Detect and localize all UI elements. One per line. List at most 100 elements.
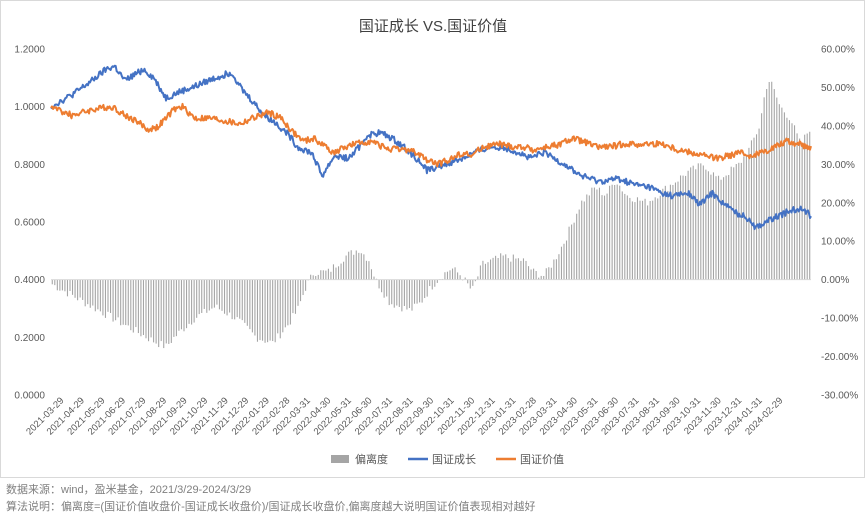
series-line-value	[50, 102, 812, 168]
deviation-bar	[710, 174, 712, 280]
deviation-bar	[469, 279, 471, 289]
deviation-bar	[211, 279, 213, 309]
deviation-bar	[677, 181, 679, 280]
deviation-bar	[170, 279, 172, 343]
right-tick-label: 0.00%	[821, 275, 849, 286]
deviation-bar	[332, 264, 335, 280]
deviation-bar	[502, 255, 504, 280]
right-tick-label: -30.00%	[821, 391, 858, 402]
deviation-bar	[360, 253, 362, 280]
deviation-bar	[355, 250, 357, 280]
deviation-bar	[337, 266, 340, 280]
deviation-bar	[135, 279, 137, 328]
right-tick-label: 40.00%	[821, 121, 855, 132]
legend-label: 国证成长	[432, 453, 476, 466]
deviation-bar	[378, 279, 380, 289]
deviation-bar	[768, 82, 770, 280]
deviation-bar	[467, 279, 469, 284]
deviation-bar	[180, 279, 183, 330]
deviation-bar	[61, 279, 63, 291]
right-tick-label: 50.00%	[821, 83, 855, 94]
deviation-bar	[163, 279, 165, 349]
deviation-bar	[178, 279, 180, 331]
deviation-bar	[444, 272, 446, 280]
legend-label: 国证价值	[520, 453, 564, 466]
deviation-bar	[763, 97, 765, 280]
deviation-bar	[239, 279, 241, 319]
deviation-bar	[647, 205, 649, 280]
deviation-bar	[606, 193, 608, 280]
deviation-bar	[573, 222, 575, 280]
deviation-bar	[750, 140, 753, 280]
deviation-bar	[520, 260, 522, 280]
deviation-bar	[64, 279, 66, 292]
source-note: 数据来源：wind，盈米基金，2021/3/29-2024/3/29	[6, 484, 252, 496]
deviation-bar	[482, 260, 484, 280]
deviation-bar	[411, 279, 413, 311]
deviation-bar	[776, 97, 778, 280]
deviation-bar	[489, 259, 492, 280]
deviation-bar	[120, 279, 122, 326]
deviation-bar	[525, 260, 527, 280]
deviation-bar	[130, 279, 132, 331]
deviation-bar	[786, 117, 788, 280]
deviation-bar	[451, 268, 454, 280]
legend: 偏离度 国证成长 国证价值	[331, 452, 564, 466]
deviation-bar	[717, 175, 720, 280]
deviation-bar	[596, 189, 598, 280]
deviation-bar	[403, 279, 405, 306]
deviation-bar	[771, 81, 773, 280]
deviation-bar	[198, 279, 200, 315]
deviation-bar	[122, 279, 124, 325]
deviation-bar	[733, 167, 735, 280]
deviation-bar	[165, 279, 167, 344]
deviation-bar	[340, 263, 342, 280]
deviation-bar	[806, 133, 808, 280]
deviation-bar	[54, 279, 56, 286]
deviation-bar	[226, 279, 228, 316]
deviation-bar	[393, 279, 395, 308]
deviation-bar	[244, 279, 246, 323]
deviation-bar	[687, 170, 689, 280]
right-tick-label: 10.00%	[821, 237, 855, 248]
deviation-bar	[565, 240, 568, 280]
deviation-bar	[669, 184, 671, 280]
deviation-bar	[424, 279, 426, 299]
deviation-bar	[142, 279, 145, 336]
deviation-bar	[641, 200, 644, 280]
deviation-bar	[740, 162, 742, 280]
deviation-bar	[206, 279, 208, 313]
deviation-bar	[343, 261, 345, 280]
deviation-bar	[788, 120, 791, 280]
deviation-bar	[616, 184, 618, 280]
deviation-bar	[223, 279, 226, 314]
deviation-bar	[231, 279, 233, 320]
deviation-bar	[109, 279, 112, 313]
deviation-bar	[104, 279, 107, 318]
deviation-bar	[725, 175, 727, 280]
deviation-bar	[353, 254, 355, 280]
deviation-bar	[51, 279, 53, 285]
left-tick-label: 0.6000	[14, 218, 45, 229]
deviation-bar	[674, 182, 677, 280]
left-tick-label: 1.2000	[14, 45, 45, 56]
deviation-bar	[464, 277, 466, 280]
deviation-bar	[743, 156, 745, 280]
deviation-bar	[406, 279, 408, 310]
deviation-bar	[365, 260, 367, 280]
deviation-bar	[272, 279, 274, 342]
deviation-bar	[261, 279, 264, 341]
deviation-bar	[370, 269, 373, 280]
deviation-bar	[330, 271, 332, 280]
series-line-growth	[50, 64, 812, 231]
deviation-bar	[317, 274, 319, 280]
deviation-bar	[512, 254, 514, 280]
deviation-bar	[636, 197, 639, 280]
deviation-bar	[249, 279, 251, 330]
deviation-bar	[335, 267, 337, 280]
deviation-bar	[350, 250, 352, 280]
deviation-bar	[56, 279, 58, 291]
deviation-bar	[94, 279, 96, 312]
deviation-bar	[74, 279, 76, 298]
deviation-bar	[662, 188, 664, 280]
